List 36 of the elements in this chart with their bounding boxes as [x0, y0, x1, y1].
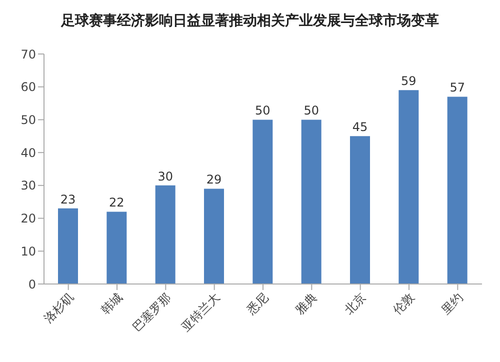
bar: [58, 208, 78, 284]
x-tick-label: 悉尼: [244, 290, 272, 318]
bar: [106, 212, 127, 284]
data-label: 50: [304, 104, 319, 118]
x-tick-label: 韩城: [98, 290, 126, 318]
bar: [350, 136, 370, 284]
y-tick-label: 50: [20, 112, 36, 127]
x-tick-label: 伦敦: [390, 290, 418, 318]
bar: [447, 96, 468, 284]
data-label: 23: [60, 192, 76, 206]
y-tick-label: 20: [20, 212, 36, 226]
bar: [204, 188, 224, 284]
data-label: 57: [450, 80, 465, 95]
bar: [301, 120, 322, 284]
y-tick-label: 70: [20, 47, 36, 62]
data-label: 22: [109, 196, 124, 210]
y-tick-label: 30: [20, 178, 36, 193]
x-tick-label: 雅典: [292, 290, 320, 318]
y-tick-label: 10: [20, 244, 36, 258]
y-tick-label: 60: [20, 80, 36, 94]
x-tick-label: 里约: [438, 290, 466, 318]
bar: [155, 185, 176, 284]
y-tick-label: 40: [20, 146, 36, 160]
x-tick-label: 巴塞罗那: [130, 290, 174, 334]
x-tick-label: 洛杉矶: [41, 290, 76, 326]
bar: [398, 90, 419, 284]
y-tick-label: 0: [28, 277, 36, 292]
data-label: 45: [352, 120, 368, 134]
data-label: 30: [158, 169, 173, 184]
bar: [252, 120, 273, 284]
data-label: 29: [206, 172, 222, 187]
data-label: 59: [401, 74, 416, 88]
data-label: 50: [255, 104, 270, 118]
x-tick-label: 亚特兰大: [178, 290, 222, 334]
chart-title: 足球赛事经济影响日益显著推动相关产业发展与全球市场变革: [60, 12, 440, 31]
x-tick-label: 北京: [342, 290, 368, 318]
